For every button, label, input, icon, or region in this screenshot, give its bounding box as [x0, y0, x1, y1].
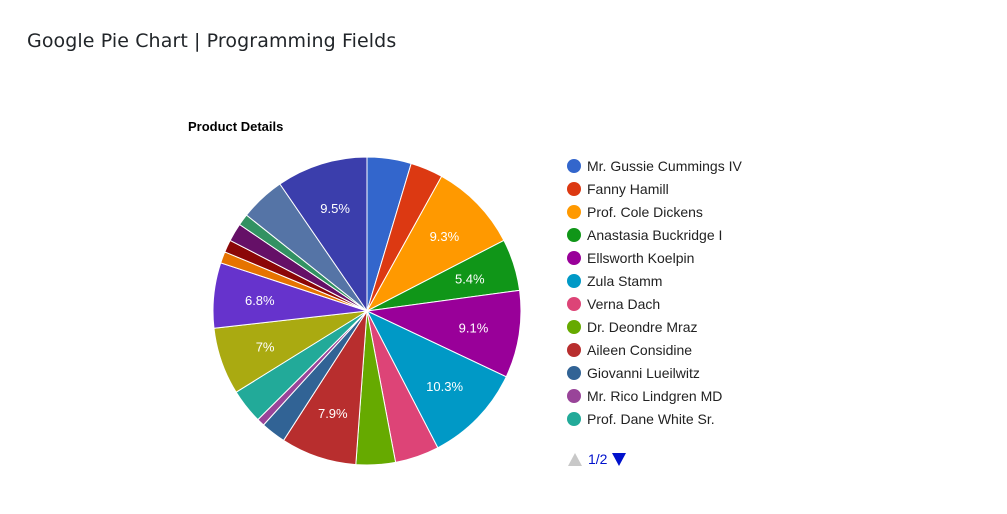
legend-item[interactable]: Giovanni Lueilwitz — [567, 361, 742, 384]
legend-label: Ellsworth Koelpin — [587, 249, 695, 266]
legend-label: Dr. Deondre Mraz — [587, 318, 698, 335]
legend-swatch-icon — [567, 204, 581, 219]
pie-slice-label: 6.8% — [245, 293, 275, 308]
legend-swatch-icon — [567, 365, 581, 380]
legend-label: Prof. Dane White Sr. — [587, 410, 715, 427]
legend-item[interactable]: Mr. Rico Lindgren MD — [567, 384, 742, 407]
pie-slice-label: 7.9% — [318, 406, 348, 421]
legend-item[interactable]: Fanny Hamill — [567, 177, 742, 200]
pie-slice-label: 9.5% — [320, 201, 350, 216]
legend-item[interactable]: Verna Dach — [567, 292, 742, 315]
legend-swatch-icon — [567, 388, 581, 403]
pie-slice-label: 7% — [256, 339, 275, 354]
legend-swatch-icon — [567, 296, 581, 311]
pie-slice[interactable] — [279, 156, 368, 313]
legend-swatch-icon — [567, 158, 581, 173]
legend-label: Mr. Rico Lindgren MD — [587, 387, 723, 404]
legend-item[interactable]: Zula Stamm — [567, 269, 742, 292]
chart-title: Product Details — [188, 119, 284, 134]
legend-next-page-icon[interactable] — [612, 452, 627, 466]
pie-slice-labels: 9.3% 5.4% 9.1% 10.3% 7.9% 7% 6.8% 9.5% — [245, 201, 489, 421]
legend-label: Zula Stamm — [587, 272, 663, 289]
pie-slice-label: 5.4% — [455, 272, 485, 287]
page-heading: Google Pie Chart | Programming Fields — [27, 30, 397, 52]
pie-slice-label: 9.1% — [459, 321, 489, 336]
pie-slice[interactable] — [365, 309, 507, 449]
legend-prev-page-icon[interactable] — [568, 452, 582, 466]
legend-label: Prof. Cole Dickens — [587, 203, 703, 220]
legend-swatch-icon — [567, 342, 581, 357]
legend-swatch-icon — [567, 411, 581, 426]
legend-item[interactable]: Ellsworth Koelpin — [567, 246, 742, 269]
legend-swatch-icon — [567, 227, 581, 242]
legend-item[interactable]: Prof. Dane White Sr. — [567, 407, 742, 430]
legend-item[interactable]: Aileen Considine — [567, 338, 742, 361]
legend-label: Aileen Considine — [587, 341, 693, 358]
pie-slices — [212, 156, 522, 466]
legend-item[interactable]: Dr. Deondre Mraz — [567, 315, 742, 338]
pie-slice-label: 10.3% — [426, 379, 463, 394]
legend-swatch-icon — [567, 250, 581, 265]
legend-pager: 1/2 — [568, 451, 627, 467]
pie-slice-label: 9.3% — [430, 229, 460, 244]
legend-label: Anastasia Buckridge I — [587, 226, 723, 243]
legend-label: Fanny Hamill — [587, 180, 669, 197]
chart-legend: Mr. Gussie Cummings IV Fanny Hamill Prof. … — [567, 154, 742, 430]
legend-swatch-icon — [567, 273, 581, 288]
legend-label: Giovanni Lueilwitz — [587, 364, 700, 381]
legend-swatch-icon — [567, 319, 581, 334]
pie-slice[interactable] — [365, 289, 522, 378]
legend-item[interactable]: Mr. Gussie Cummings IV — [567, 154, 742, 177]
legend-item[interactable]: Prof. Cole Dickens — [567, 200, 742, 223]
legend-label: Verna Dach — [587, 295, 661, 312]
pie-slice[interactable] — [365, 175, 505, 313]
legend-label: Mr. Gussie Cummings IV — [587, 157, 742, 174]
legend-item[interactable]: Anastasia Buckridge I — [567, 223, 742, 246]
legend-swatch-icon — [567, 181, 581, 196]
legend-page-indicator: 1/2 — [588, 451, 608, 467]
